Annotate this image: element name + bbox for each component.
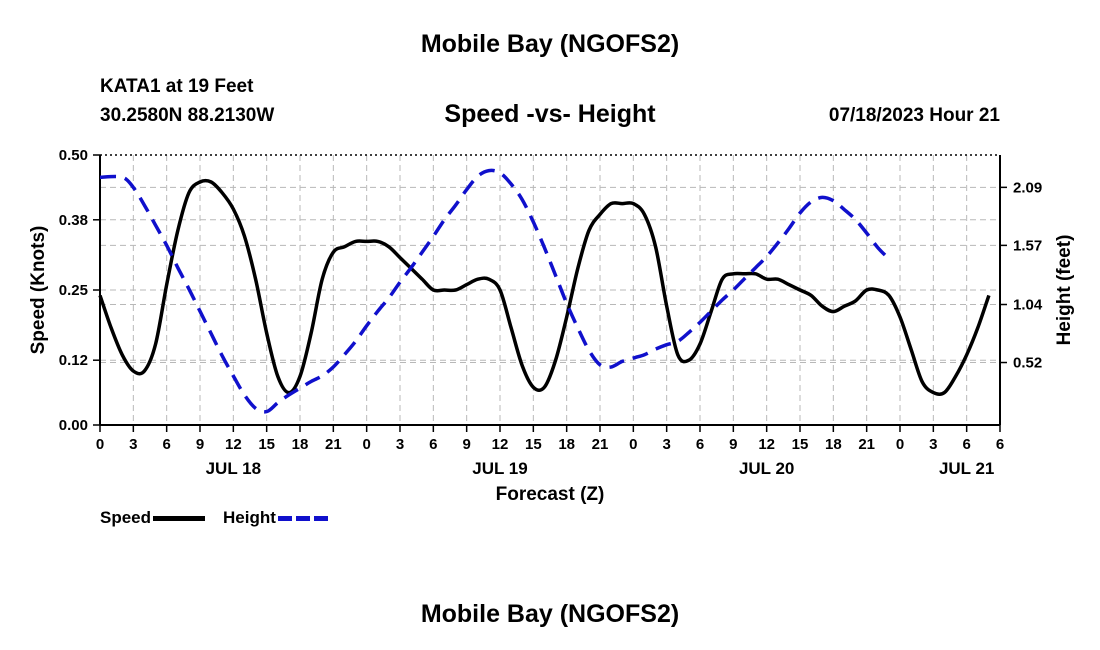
x-tick-label: 12 — [225, 436, 242, 453]
x-tick-label: 21 — [858, 436, 875, 453]
x-tick-label: 21 — [325, 436, 342, 453]
y-axis-title-right: Height (feet) — [1054, 235, 1075, 346]
x-tick-label: 0 — [629, 436, 637, 453]
date-label: JUL 21 — [939, 459, 994, 478]
x-tick-label: 6 — [996, 436, 1004, 453]
y-right-tick-label: 0.52 — [1013, 355, 1042, 372]
y-left-tick-label: 0.00 — [59, 417, 88, 434]
x-tick-label: 6 — [429, 436, 437, 453]
date-label: JUL 18 — [206, 459, 261, 478]
footer-title: Mobile Bay (NGOFS2) — [420, 600, 680, 628]
x-tick-label: 21 — [592, 436, 609, 453]
legend-label-speed: Speed — [100, 508, 152, 527]
legend-item-speed: Speed — [100, 508, 206, 528]
x-tick-label: 0 — [96, 436, 104, 453]
x-tick-label: 12 — [492, 436, 509, 453]
y-right-tick-label: 1.57 — [1013, 237, 1042, 254]
x-tick-label: 3 — [662, 436, 670, 453]
x-tick-label: 9 — [729, 436, 737, 453]
x-tick-label: 0 — [896, 436, 904, 453]
y-left-tick-label: 0.25 — [59, 282, 88, 299]
x-tick-label: 15 — [792, 436, 809, 453]
x-axis-title: Forecast (Z) — [496, 484, 605, 505]
x-tick-label: 3 — [129, 436, 137, 453]
legend-label-height: Height — [223, 508, 276, 527]
y-axis-title-left: Speed (Knots) — [28, 226, 49, 355]
y-left-tick-label: 0.50 — [59, 147, 88, 164]
y-right-tick-label: 1.04 — [1013, 297, 1043, 314]
x-tick-label: 15 — [258, 436, 275, 453]
x-tick-label: 9 — [462, 436, 470, 453]
x-tick-label: 3 — [396, 436, 404, 453]
x-tick-label: 15 — [525, 436, 542, 453]
x-tick-label: 18 — [292, 436, 309, 453]
x-tick-label: 6 — [696, 436, 704, 453]
chart-subtitle: Speed -vs- Height — [444, 100, 656, 128]
x-tick-label: 6 — [962, 436, 970, 453]
date-label: JUL 19 — [472, 459, 527, 478]
x-tick-label: 18 — [558, 436, 575, 453]
chart-title: Mobile Bay (NGOFS2) — [420, 30, 680, 58]
legend-swatch-speed — [153, 515, 206, 521]
y-right-tick-label: 2.09 — [1013, 179, 1042, 196]
legend-item-height: Height — [223, 508, 330, 528]
station-coordinates: 30.2580N 88.2130W — [100, 105, 275, 126]
station-label: KATA1 at 19 Feet — [100, 76, 254, 97]
x-tick-label: 18 — [825, 436, 842, 453]
legend-swatch-height — [277, 515, 330, 521]
x-tick-label: 6 — [162, 436, 170, 453]
x-tick-label: 12 — [758, 436, 775, 453]
forecast-timestamp: 07/18/2023 Hour 21 — [828, 105, 1000, 126]
date-label: JUL 20 — [739, 459, 794, 478]
x-tick-label: 3 — [929, 436, 937, 453]
x-tick-label: 0 — [362, 436, 370, 453]
series-line-height — [99, 168, 891, 414]
y-left-tick-label: 0.38 — [59, 212, 88, 229]
y-left-tick-label: 0.12 — [59, 352, 88, 369]
x-tick-label: 9 — [196, 436, 204, 453]
series-line-speed — [98, 178, 991, 397]
chart-legend: Speed Height — [100, 508, 348, 528]
